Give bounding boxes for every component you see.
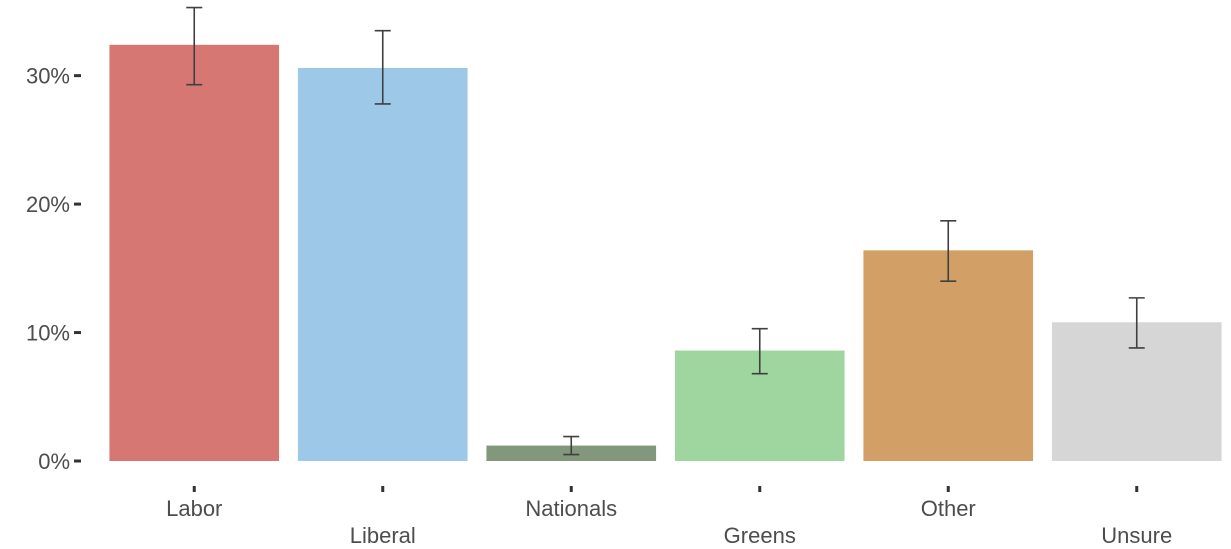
error-bar-liberal [374,29,391,105]
error-bar-nationals [563,435,580,456]
bar-other [863,250,1034,461]
x-tick-label-greens: Greens [724,523,796,548]
error-bar-other [940,219,957,282]
error-bar-greens [751,327,768,375]
y-tick-label: 30% [26,64,70,89]
bars [109,44,1222,462]
x-tick-label-liberal: Liberal [350,523,416,548]
bar-labor [109,44,280,462]
error-bar-unsure [1128,297,1145,349]
y-tick-label: 20% [26,192,70,217]
x-axis: Labor Liberal Nationals Greens Other Unsure [166,486,1172,548]
x-tick-label-unsure: Unsure [1101,523,1172,548]
y-tick-label: 10% [26,321,70,346]
bar-liberal [297,67,468,461]
error-bars [186,6,1145,456]
x-tick-label-nationals: Nationals [525,496,617,521]
y-tick-label: 0% [38,449,70,474]
y-axis: 0% 10% 20% 30% [26,64,81,474]
x-tick-label-labor: Labor [166,496,222,521]
error-bar-labor [186,6,203,86]
x-tick-label-other: Other [921,496,976,521]
